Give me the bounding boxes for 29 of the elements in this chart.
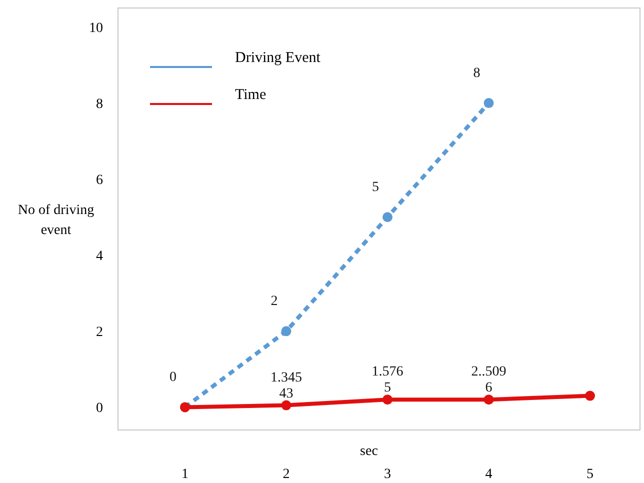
y-tick-label: 2 bbox=[96, 325, 103, 340]
x-axis-title: sec bbox=[360, 444, 378, 459]
point bbox=[281, 326, 292, 336]
point bbox=[281, 400, 292, 410]
annotation: 1.345 43 bbox=[270, 370, 302, 402]
data-label: 8 bbox=[473, 66, 480, 82]
data-label: 5 bbox=[372, 180, 379, 196]
point bbox=[484, 98, 494, 108]
data-label: 0 bbox=[170, 370, 176, 386]
data-label: 2 bbox=[270, 294, 278, 310]
y-tick-label: 10 bbox=[89, 20, 103, 36]
y-tick-label: 0 bbox=[96, 401, 103, 416]
x-tick-label: 3 bbox=[384, 467, 391, 482]
point bbox=[585, 390, 595, 401]
x-tick-label: 4 bbox=[485, 467, 492, 482]
point bbox=[382, 212, 392, 222]
y-tick-label: 6 bbox=[96, 172, 103, 188]
legend-label: Time bbox=[235, 86, 266, 103]
point bbox=[484, 394, 494, 405]
annotation: 1.576 5 bbox=[372, 364, 404, 396]
y-tick-label: 8 bbox=[96, 96, 103, 112]
x-tick-label: 5 bbox=[586, 467, 594, 482]
x-tick-label: 2 bbox=[282, 467, 290, 482]
legend-label: Driving Event bbox=[235, 50, 322, 66]
annotation: 2..509 6 bbox=[471, 364, 506, 396]
y-tick-label: 4 bbox=[96, 249, 103, 264]
x-tick-label: 1 bbox=[182, 467, 188, 482]
point bbox=[382, 394, 392, 405]
y-axis-title: No of driving event bbox=[18, 203, 94, 238]
